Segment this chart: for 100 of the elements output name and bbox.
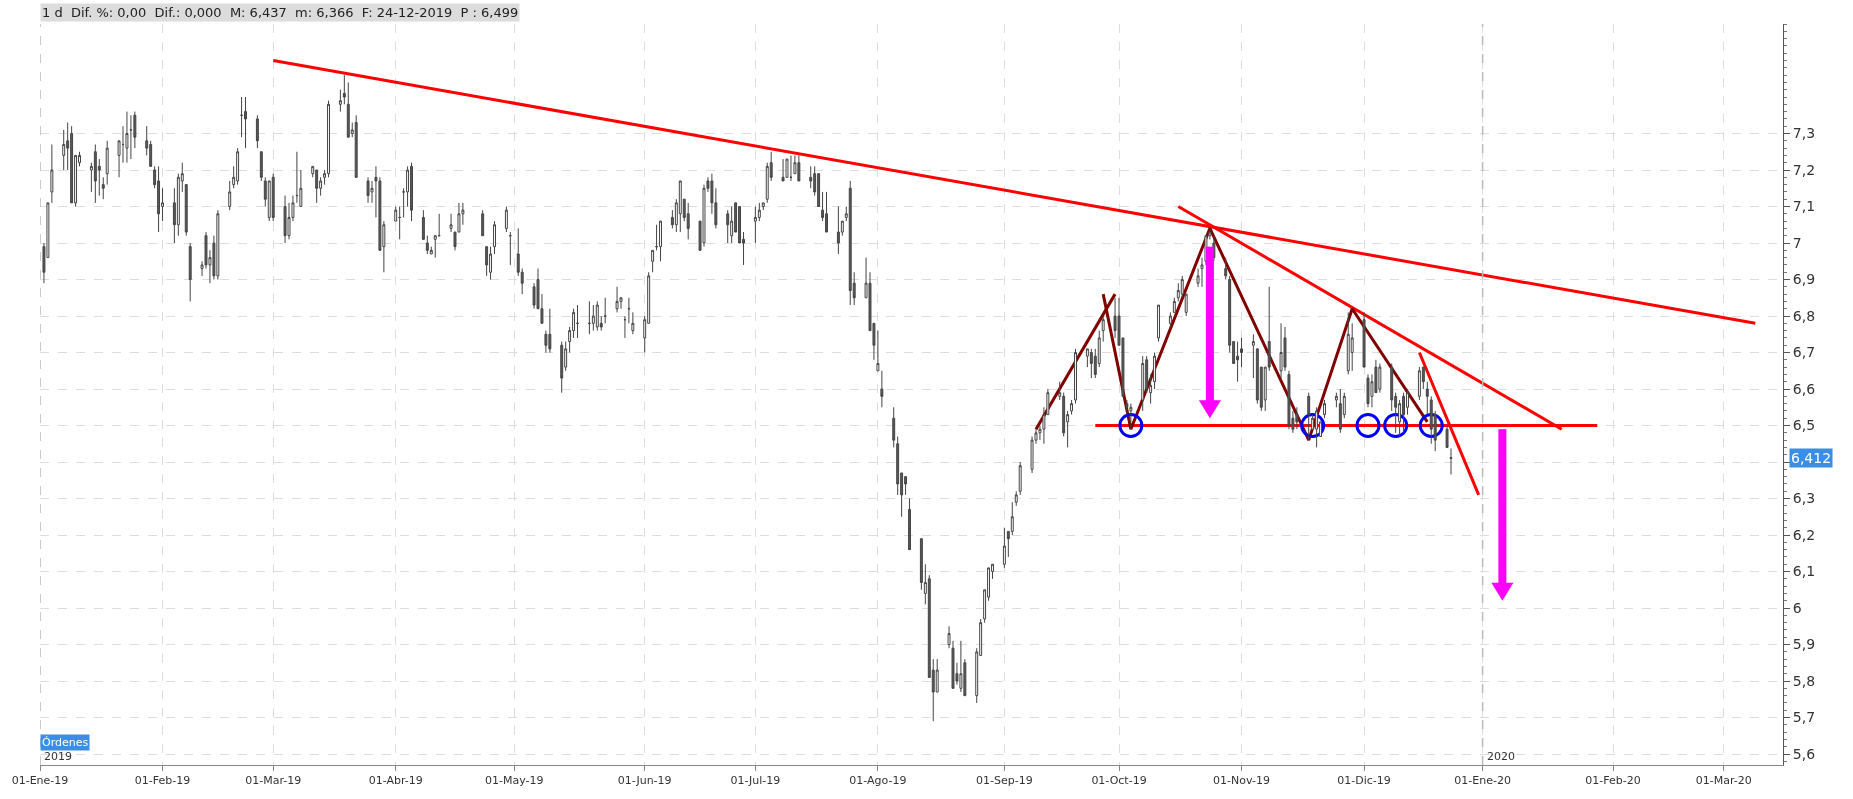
x-tick-label: 01-Jul-19: [730, 774, 781, 788]
candlestick: [315, 169, 319, 204]
candlestick: [1089, 348, 1093, 379]
y-tick-label: 5,9: [1792, 636, 1816, 653]
candlestick: [1323, 399, 1326, 419]
candlestick: [560, 341, 564, 394]
candlestick: [283, 195, 287, 244]
candlestick: [1287, 370, 1291, 430]
candlestick: [1334, 392, 1338, 408]
x-tick-label: 01-Ene-19: [11, 774, 69, 788]
candlestick: [346, 81, 350, 138]
candlestick: [188, 242, 192, 302]
candlestick: [259, 151, 263, 182]
candlestick: [548, 308, 552, 354]
y-tick-label: 6,7: [1792, 344, 1816, 361]
candlestick: [271, 173, 275, 222]
candlestick: [908, 498, 911, 551]
candlestick: [825, 191, 828, 233]
candlestick: [504, 206, 508, 233]
candlestick: [410, 162, 413, 222]
candlestick: [236, 147, 240, 186]
ref-line-label: 2019: [44, 750, 72, 763]
candlestick: [781, 158, 785, 182]
candlestick: [1425, 381, 1429, 416]
candlestick: [1346, 311, 1350, 375]
annotation: Órdenes: [42, 736, 89, 749]
candlestick: [659, 220, 662, 262]
candlestick: [1279, 322, 1283, 379]
candlestick: [1445, 425, 1449, 448]
candlestick: [1315, 406, 1319, 448]
candlestick: [1157, 304, 1160, 343]
candlestick: [627, 297, 631, 324]
candlestick: [1378, 362, 1382, 394]
candlestick: [726, 209, 730, 244]
candlestick: [425, 235, 429, 255]
x-tick-label: 01-Oct-19: [1091, 774, 1147, 788]
candlestick: [1366, 373, 1370, 408]
candlestick: [753, 206, 757, 244]
candlestick: [394, 206, 398, 222]
candlestick: [761, 202, 765, 211]
candlestick: [1002, 527, 1006, 569]
candlestick: [421, 209, 425, 240]
candlestick: [1168, 311, 1172, 328]
candlestick: [686, 202, 690, 240]
candlestick: [125, 111, 129, 164]
y-tick-label: 6,3: [1792, 490, 1816, 507]
y-tick-label: 6,5: [1792, 417, 1816, 434]
candlestick: [576, 304, 579, 339]
x-tick-label: 01-Ago-19: [849, 774, 907, 788]
candlestick: [228, 180, 232, 211]
y-tick-label: 5,8: [1792, 672, 1816, 689]
candlestick: [730, 206, 734, 244]
ref-line-label: 2020: [1487, 750, 1515, 763]
candlestick: [785, 158, 789, 178]
candlestick: [489, 246, 493, 281]
y-tick-label: 6,1: [1792, 563, 1816, 580]
candlestick: [1014, 490, 1018, 507]
x-tick-label: 01-May-19: [485, 774, 544, 788]
candlestick: [1101, 315, 1105, 343]
y-tick-label: 5,7: [1792, 709, 1816, 726]
candlestick: [1295, 406, 1299, 430]
candlestick: [880, 370, 884, 408]
candlestick: [342, 74, 346, 105]
x-tick-label: 01-Mar-20: [1695, 774, 1752, 788]
candlestick: [797, 154, 801, 182]
y-tick-label: 6,6: [1792, 380, 1816, 397]
x-tick-label: 01-Nov-19: [1212, 774, 1271, 788]
candlestick: [184, 184, 188, 237]
candlestick: [244, 96, 247, 149]
candlestick: [1362, 311, 1366, 368]
candlestick: [1402, 392, 1406, 434]
candlestick: [485, 246, 489, 277]
candlestick: [255, 114, 259, 149]
candlestick: [678, 180, 682, 233]
text: 6,412: [1791, 450, 1832, 466]
candlestick: [1224, 257, 1228, 281]
candlestick: [338, 89, 342, 113]
candlestick: [1141, 355, 1145, 412]
candlestick: [623, 315, 627, 339]
candlestick: [1307, 392, 1311, 441]
candlestick: [1070, 399, 1074, 416]
candlestick: [1074, 348, 1077, 405]
x-tick-label: 01-Feb-19: [134, 774, 191, 788]
candlestick: [1251, 333, 1255, 379]
candlestick: [1240, 337, 1243, 368]
candlestick: [595, 300, 599, 332]
candlestick: [157, 165, 161, 233]
candlestick: [1338, 388, 1342, 434]
candlestick: [366, 176, 370, 204]
candlestick: [93, 143, 97, 204]
x-tick-label: 01-Jun-19: [617, 774, 672, 788]
candlestick: [591, 304, 595, 332]
candlestick: [1153, 352, 1157, 390]
candlestick: [105, 140, 109, 186]
candlestick: [848, 180, 852, 306]
y-tick-label: 7,3: [1792, 125, 1816, 142]
x-tick-label: 01-Dic-19: [1337, 774, 1391, 788]
candlestick: [631, 311, 635, 335]
x-tick-label: 01-Abr-19: [368, 774, 423, 788]
candlestick: [216, 209, 220, 281]
